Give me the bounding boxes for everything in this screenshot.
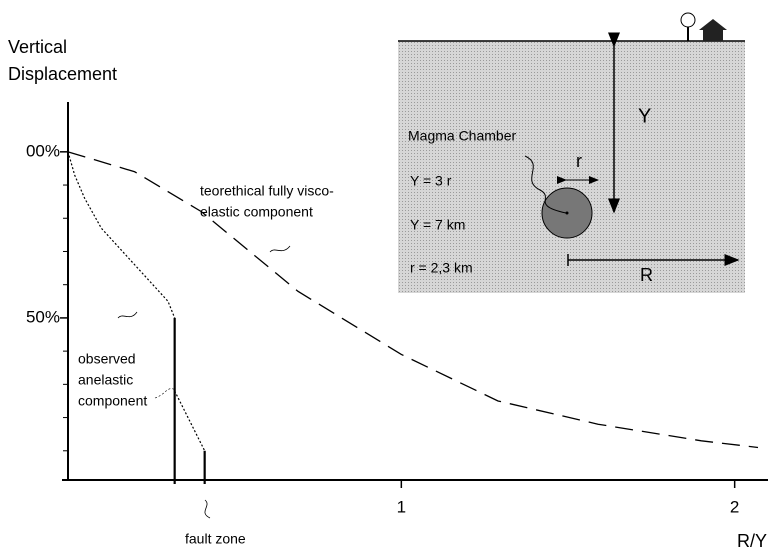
chart: Magma Chamber Y = 3 r Y = 7 km r = 2,3 k… (0, 0, 779, 551)
annotation: fault zone (185, 531, 246, 547)
inset-line: Y = 7 km (410, 217, 465, 233)
leader-line (118, 312, 137, 318)
annotation: teorethical fully visco- (200, 183, 334, 199)
x-tick-label: 1 (397, 497, 406, 516)
y-tick-label: 00% (26, 141, 60, 160)
y-tick-label: 50% (26, 307, 60, 326)
y-axis-label: Displacement (8, 64, 117, 84)
tree-icon (681, 13, 695, 41)
annotation: elastic component (200, 204, 313, 220)
inset-line: r = 2,3 km (410, 260, 473, 276)
inset-line: Y = 3 r (410, 173, 452, 189)
data-line (175, 391, 205, 451)
inset-title: Magma Chamber (408, 128, 516, 144)
y-axis-label: Vertical (8, 37, 67, 57)
x-tick-label: 2 (730, 497, 739, 516)
radius-label: r (576, 151, 582, 171)
annotation: component (78, 393, 147, 409)
house-icon (699, 19, 727, 41)
annotation: anelastic (78, 372, 133, 388)
leader-line (205, 500, 210, 518)
inset: Magma Chamber Y = 3 r Y = 7 km r = 2,3 k… (398, 13, 745, 293)
inset-background (398, 41, 745, 293)
leader-line (270, 246, 290, 252)
annotation: observed (78, 351, 136, 367)
distance-label: R (640, 265, 653, 285)
data-line (68, 152, 175, 318)
x-axis-label: R/Y (737, 531, 767, 551)
leader-line (155, 389, 175, 398)
depth-label: Y (638, 105, 651, 127)
